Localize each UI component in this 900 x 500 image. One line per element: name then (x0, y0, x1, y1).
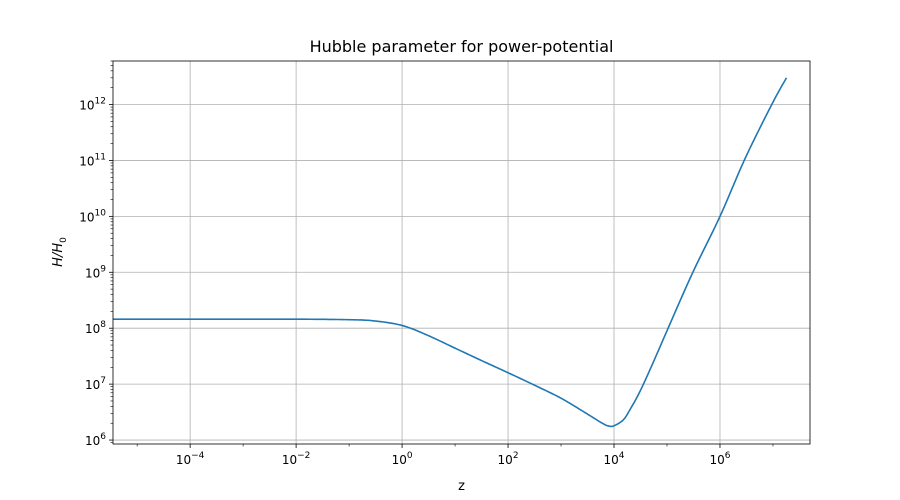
y-tick-label: 1011 (79, 152, 106, 168)
x-tick-label: 104 (604, 451, 625, 467)
x-tick-label: 10−2 (282, 451, 311, 467)
x-tick-label: 100 (392, 451, 413, 467)
y-tick-label: 108 (85, 320, 106, 336)
y-axis-label: H/H0 (51, 237, 69, 267)
y-axis-label-main: H/H (51, 243, 66, 267)
chart-title: Hubble parameter for power-potential (310, 37, 614, 56)
series-layer (113, 77, 788, 428)
x-tick-label: 102 (498, 451, 519, 467)
tick-layer: 10−4 10−2 100 102 104 106 106 107 108 109 1010 1011… (79, 60, 774, 467)
x-axis-label: z (458, 479, 465, 494)
plot-frame (112, 60, 811, 445)
y-tick-label: 106 (85, 432, 106, 448)
y-tick-label: 1012 (79, 97, 106, 113)
y-axis-label-sub: 0 (59, 237, 69, 243)
series-line-0 (113, 77, 788, 428)
y-tick-label: 107 (85, 376, 106, 392)
y-tick-label: 1010 (79, 208, 106, 224)
x-tick-label: 106 (709, 451, 730, 467)
x-tick-label: 10−4 (176, 451, 205, 467)
grid-layer (113, 61, 810, 444)
y-tick-label: 109 (85, 264, 106, 280)
